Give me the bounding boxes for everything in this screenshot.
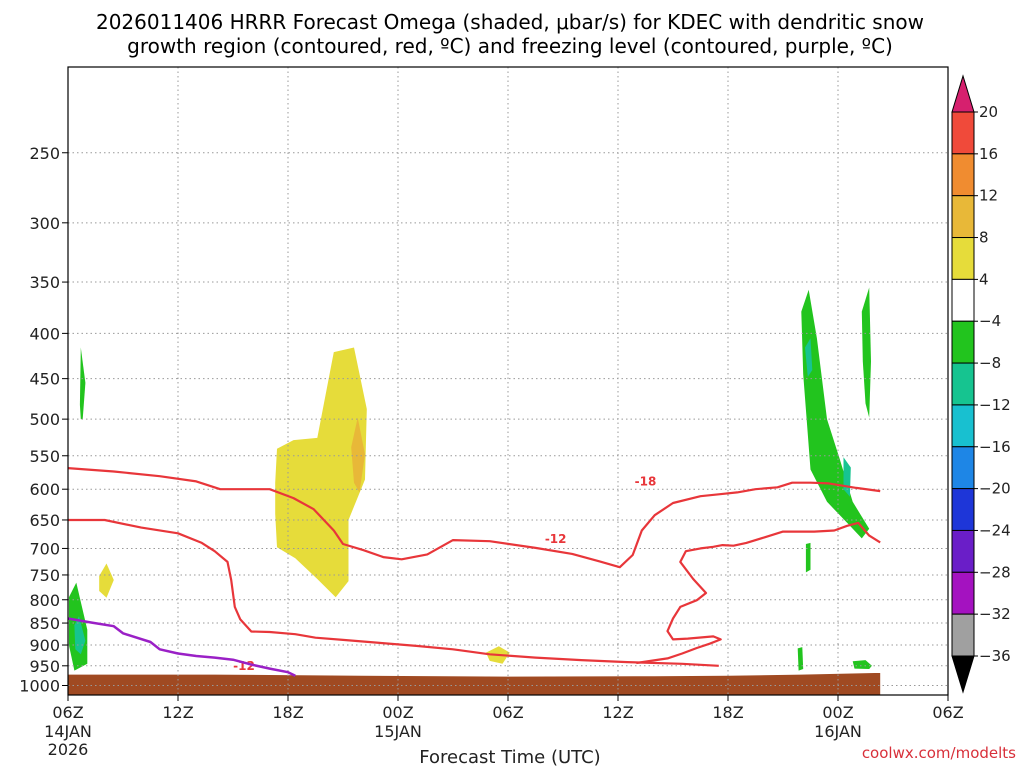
colorbar-label-1: 16 [979,145,998,163]
omega-shade-region-7 [196,640,212,670]
omega-shade-region-15 [733,545,745,588]
x-axis-title: Forecast Time (UTC) [419,747,600,768]
x-tick-label-1: 12Z [162,703,193,722]
omega-shade-region-1 [99,563,114,598]
colorbar: 20 16 12 8 4 −4 −8 −12 −16 −20 −24 −28 −32 −36 [951,74,1011,694]
y-tick-label-14: 950 [29,657,60,676]
omega-shade-region-20 [805,542,811,573]
dgz-contour-0 [68,518,719,667]
y-tick-label-10: 750 [29,566,60,585]
colorbar-label-2: 12 [979,187,998,205]
omega-shade-region-14 [605,265,640,562]
omega-shade-region-2 [94,374,102,442]
x-tick-label-2: 18Z [272,703,303,722]
colorbar-swatch-9 [951,488,975,531]
colorbar-label-9: −20 [979,480,1011,498]
colorbar-swatch-7 [951,404,975,448]
colorbar-label-0: 20 [979,103,998,121]
colorbar-swatch-10 [951,529,975,573]
omega-shade-region-24 [852,660,872,669]
y-tick-label-2: 350 [29,273,60,292]
omega-shade-region-9 [275,347,367,598]
colorbar-swatch-6 [951,362,975,406]
x-tick-label-7: 00Z [822,703,853,722]
dgz-contour-label-2: -18 [635,474,657,488]
x-tick-label-0: 06Z [52,703,83,722]
colorbar-label-8: −16 [979,438,1011,456]
y-tick-label-0: 250 [29,144,60,163]
colorbar-swatch-0 [951,111,975,155]
colorbar-label-6: −8 [979,354,1001,372]
omega-shade-region-22 [797,647,804,671]
colorbar-swatch-11 [951,571,975,615]
colorbar-label-11: −28 [979,563,1011,581]
x-tick-sublabel-0-0: 14JAN [44,722,92,741]
colorbar-label-5: −4 [979,312,1001,330]
freezing-level-contour [67,617,296,677]
colorbar-label-10: −24 [979,521,1011,539]
colorbar-label-12: −32 [979,605,1011,623]
colorbar-swatch-5 [951,320,975,364]
x-tick-sublabel-0-1: 2026 [48,740,89,759]
colorbar-label-3: 8 [979,229,989,247]
contour-layer: -12-12-18 [67,467,881,677]
omega-shade-region-11 [482,471,523,567]
colorbar-label-4: 4 [979,270,989,288]
colorbar-swatch-4 [951,278,975,322]
colorbar-swatch-2 [951,195,975,239]
x-tick-sublabel-7-0: 16JAN [814,722,862,741]
omega-shade-region-16 [801,289,870,539]
y-tick-label-1: 300 [29,214,60,233]
colorbar-swatch-1 [951,153,975,197]
credit-text: coolwx.com/modelts [862,744,1016,762]
omega-shaded-layer [68,265,872,671]
y-tick-label-11: 800 [29,591,60,610]
y-tick-label-8: 650 [29,511,60,530]
terrain-band [68,673,881,695]
y-tick-label-3: 400 [29,324,60,343]
y-tick-label-6: 550 [29,447,60,466]
colorbar-swatch-3 [951,237,975,280]
chart-title-line-2: growth region (contoured, red, ºC) and f… [127,34,893,58]
colorbar-swatch-12 [951,613,975,657]
dgz-contour-2 [67,467,881,569]
y-tick-label-5: 500 [29,410,60,429]
dgz-contour-label-1: -12 [545,532,567,546]
dgz-contour-label-bg-2 [631,473,660,489]
y-tick-label-9: 700 [29,539,60,558]
y-tick-label-15: 1000 [19,677,60,696]
y-tick-label-13: 900 [29,636,60,655]
colorbar-label-7: −12 [979,396,1011,414]
omega-shade-region-19 [861,287,871,418]
y-tick-label-12: 850 [29,614,60,633]
dgz-contour-1 [636,521,881,665]
colorbar-top-arrow [951,74,975,113]
grid-layer [68,67,948,695]
colorbar-label-13: −36 [979,647,1011,665]
y-tick-label-4: 450 [29,370,60,389]
omega-shade-region-23 [827,638,835,662]
x-tick-label-4: 06Z [492,703,523,722]
omega-shade-region-21 [856,591,872,610]
colorbar-bottom-arrow [951,655,975,694]
omega-shade-region-6 [141,634,158,667]
x-tick-label-3: 00Z [382,703,413,722]
omega-shade-region-10 [351,417,365,493]
x-tick-label-5: 12Z [602,703,633,722]
y-tick-label-7: 600 [29,480,60,499]
x-tick-sublabel-3-0: 15JAN [374,722,422,741]
x-tick-label-8: 06Z [932,703,963,722]
terrain-layer [68,673,881,695]
colorbar-swatch-8 [951,446,975,490]
dgz-contour-label-bg-1 [541,530,570,546]
y-axis-tick-labels: 250 300 350 400 450 500 550 600 650 700 750 800 850 9… [19,144,68,696]
chart-title-line-1: 2026011406 HRRR Forecast Omega (shaded, … [96,10,924,34]
omega-shade-region-17 [805,338,813,377]
omega-shade-region-3 [79,347,86,420]
x-tick-label-6: 18Z [712,703,743,722]
